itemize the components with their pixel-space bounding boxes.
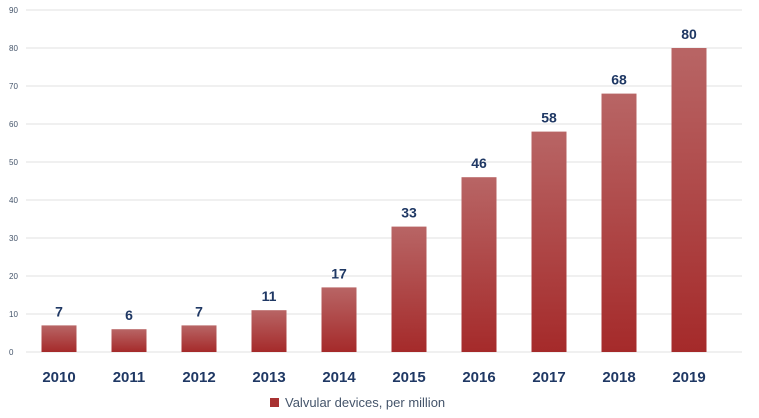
y-tick-label: 80 xyxy=(9,44,18,53)
y-axis-ticks: 0 10 20 30 40 50 60 70 80 90 xyxy=(9,6,18,357)
y-tick-label: 20 xyxy=(9,272,18,281)
bar-2016 xyxy=(461,177,497,352)
x-tick-label-2018: 2018 xyxy=(602,369,635,386)
legend-swatch xyxy=(270,398,279,407)
y-tick-label: 40 xyxy=(9,196,18,205)
y-tick-label: 90 xyxy=(9,6,18,15)
x-tick-label-2017: 2017 xyxy=(532,369,565,386)
bar-2017 xyxy=(531,131,567,352)
bar-2013 xyxy=(251,310,287,352)
y-tick-label: 70 xyxy=(9,82,18,91)
y-tick-label: 60 xyxy=(9,120,18,129)
data-label-2013: 11 xyxy=(262,288,277,304)
y-tick-label: 10 xyxy=(9,310,18,319)
x-tick-label-2013: 2013 xyxy=(252,369,285,386)
x-tick-label-2015: 2015 xyxy=(392,369,425,386)
data-label-2016: 46 xyxy=(471,155,487,171)
data-label-2012: 7 xyxy=(195,303,203,319)
legend-label: Valvular devices, per million xyxy=(285,395,445,410)
bar-2018 xyxy=(601,93,637,352)
data-label-2019: 80 xyxy=(681,26,697,42)
data-label-2010: 7 xyxy=(55,303,63,319)
x-tick-label-2011: 2011 xyxy=(113,369,146,386)
x-tick-label-2014: 2014 xyxy=(322,369,356,386)
x-tick-label-2016: 2016 xyxy=(462,369,495,386)
gridlines xyxy=(26,9,742,353)
bar-2012 xyxy=(181,325,217,352)
x-tick-label-2010: 2010 xyxy=(42,369,75,386)
bar-2015 xyxy=(391,226,427,352)
bar-2019 xyxy=(671,48,707,352)
x-tick-label-2019: 2019 xyxy=(672,369,705,386)
data-labels: 7 6 7 11 17 33 46 58 68 80 xyxy=(55,26,697,323)
x-axis-categories: 2010 2011 2012 2013 2014 2015 2016 2017 2018 2019 xyxy=(42,369,705,386)
data-label-2018: 68 xyxy=(611,72,627,88)
data-label-2011: 6 xyxy=(125,307,133,323)
x-tick-label-2012: 2012 xyxy=(182,369,215,386)
y-tick-label: 0 xyxy=(9,348,14,357)
legend: Valvular devices, per million xyxy=(270,395,445,410)
bar-2011 xyxy=(111,329,147,352)
data-label-2014: 17 xyxy=(331,265,347,281)
data-label-2017: 58 xyxy=(541,110,557,126)
bars xyxy=(41,48,707,352)
data-label-2015: 33 xyxy=(401,205,417,221)
bar-2010 xyxy=(41,325,77,352)
bar-2014 xyxy=(321,287,357,352)
y-tick-label: 30 xyxy=(9,234,18,243)
y-tick-label: 50 xyxy=(9,158,18,167)
